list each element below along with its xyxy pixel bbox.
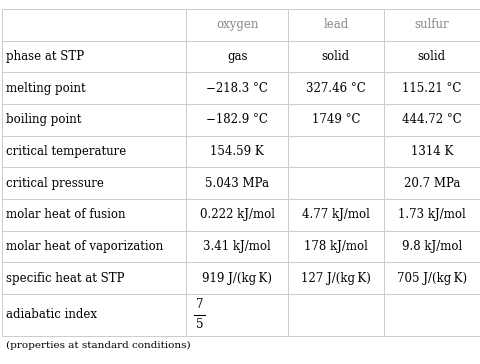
Text: 444.72 °C: 444.72 °C xyxy=(401,113,461,126)
Text: 20.7 MPa: 20.7 MPa xyxy=(403,177,459,190)
Text: 327.46 °C: 327.46 °C xyxy=(305,82,365,95)
Text: 9.8 kJ/mol: 9.8 kJ/mol xyxy=(401,240,461,253)
Text: adiabatic index: adiabatic index xyxy=(6,308,97,321)
Text: 1.73 kJ/mol: 1.73 kJ/mol xyxy=(397,208,465,221)
Text: gas: gas xyxy=(227,50,247,63)
Text: 5.043 MPa: 5.043 MPa xyxy=(205,177,269,190)
Text: lead: lead xyxy=(323,19,348,31)
Text: critical temperature: critical temperature xyxy=(6,145,126,158)
Text: (properties at standard conditions): (properties at standard conditions) xyxy=(6,341,191,350)
Text: melting point: melting point xyxy=(6,82,86,95)
Text: molar heat of fusion: molar heat of fusion xyxy=(6,208,125,221)
Text: 154.59 K: 154.59 K xyxy=(210,145,264,158)
Text: 115.21 °C: 115.21 °C xyxy=(401,82,460,95)
Text: −218.3 °C: −218.3 °C xyxy=(206,82,267,95)
Text: molar heat of vaporization: molar heat of vaporization xyxy=(6,240,163,253)
Text: solid: solid xyxy=(417,50,445,63)
Text: 5: 5 xyxy=(196,318,203,331)
Text: 178 kJ/mol: 178 kJ/mol xyxy=(303,240,367,253)
Text: 3.41 kJ/mol: 3.41 kJ/mol xyxy=(203,240,270,253)
Text: specific heat at STP: specific heat at STP xyxy=(6,272,124,285)
Text: 919 J/(kg K): 919 J/(kg K) xyxy=(202,272,272,285)
Text: phase at STP: phase at STP xyxy=(6,50,84,63)
Text: 127 J/(kg K): 127 J/(kg K) xyxy=(300,272,370,285)
Text: boiling point: boiling point xyxy=(6,113,82,126)
Text: 1749 °C: 1749 °C xyxy=(311,113,360,126)
Text: 4.77 kJ/mol: 4.77 kJ/mol xyxy=(301,208,369,221)
Text: critical pressure: critical pressure xyxy=(6,177,104,190)
Text: −182.9 °C: −182.9 °C xyxy=(206,113,267,126)
Text: 7: 7 xyxy=(196,298,203,311)
Text: oxygen: oxygen xyxy=(216,19,258,31)
Text: 0.222 kJ/mol: 0.222 kJ/mol xyxy=(199,208,274,221)
Text: sulfur: sulfur xyxy=(414,19,448,31)
Text: 705 J/(kg K): 705 J/(kg K) xyxy=(396,272,466,285)
Text: solid: solid xyxy=(321,50,349,63)
Text: 1314 K: 1314 K xyxy=(410,145,452,158)
